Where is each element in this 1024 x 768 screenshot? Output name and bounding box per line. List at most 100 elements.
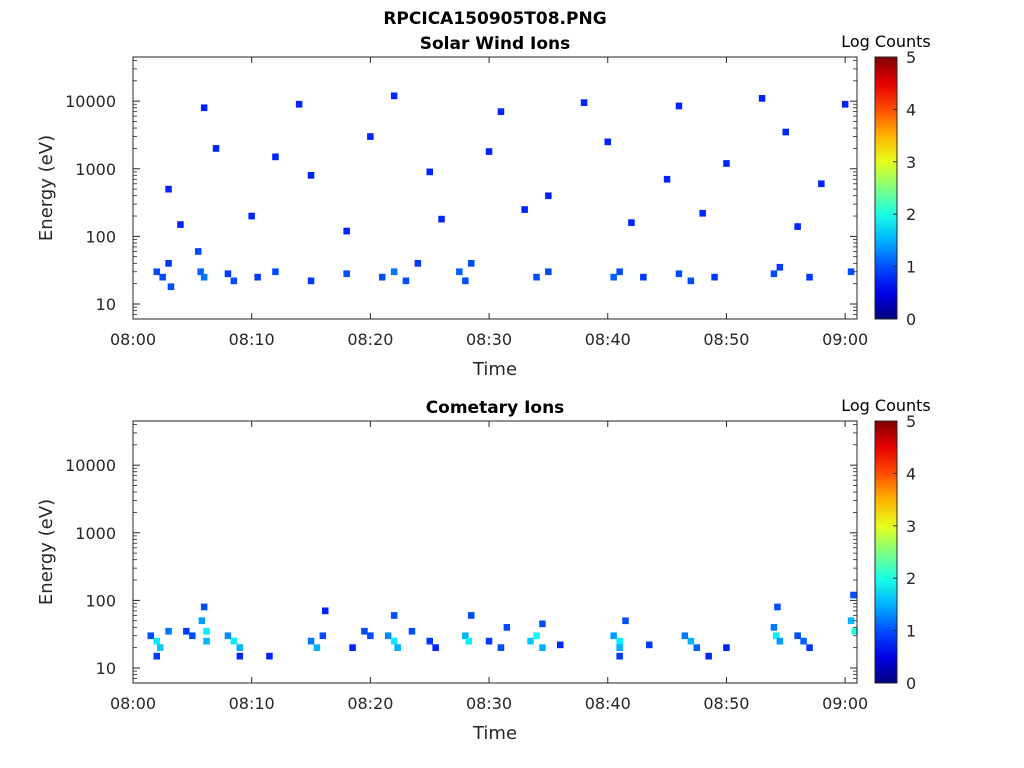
x-tick-label: 08:20	[347, 330, 393, 349]
heatmap-cell	[394, 644, 401, 651]
heatmap-cell	[503, 624, 511, 631]
x-tick-label: 08:40	[585, 330, 631, 349]
heatmap-cell	[663, 175, 671, 183]
heatmap-cell	[465, 637, 473, 645]
heatmap-cell	[426, 168, 433, 176]
colorbar-tick-label: 5	[906, 412, 916, 431]
x-tick-label: 08:50	[703, 694, 749, 713]
heatmap-cell	[307, 277, 315, 285]
heatmap-cell	[224, 270, 232, 278]
heatmap-cell	[165, 627, 172, 635]
plot-area	[133, 421, 857, 683]
y-tick-label: 10	[96, 659, 116, 678]
heatmap-cell	[485, 148, 493, 155]
axes-box	[132, 420, 858, 684]
heatmap-cell	[157, 644, 164, 651]
heatmap-cell	[189, 632, 196, 640]
heatmap-cell	[776, 263, 784, 271]
x-tick-label: 09:00	[822, 330, 868, 349]
heatmap-cell	[307, 637, 315, 645]
heatmap-cell	[776, 637, 784, 645]
heatmap-cell	[408, 627, 416, 635]
heatmap-cell	[343, 270, 350, 278]
heatmap-cell	[468, 260, 475, 267]
x-tick-label: 08:40	[585, 694, 631, 713]
heatmap-cell	[177, 221, 184, 228]
colorbar-tick-label: 3	[906, 153, 916, 172]
plot-area	[133, 57, 857, 319]
heatmap-cell	[806, 644, 813, 651]
colorbar-label: Log Counts	[841, 396, 931, 415]
heatmap-cell	[361, 627, 368, 635]
heatmap-cell	[197, 268, 204, 276]
heatmap-cell	[770, 624, 778, 631]
heatmap-cell	[699, 209, 706, 217]
heatmap-cell	[212, 145, 220, 152]
heatmap-cell	[319, 632, 327, 640]
heatmap-cell	[818, 180, 825, 188]
heatmap-cell	[153, 652, 160, 660]
heatmap-cell	[616, 644, 623, 651]
colorbar-tick-label: 2	[906, 569, 916, 588]
heatmap-cell	[167, 283, 175, 291]
heatmap-cell	[770, 270, 778, 278]
heatmap-cell	[681, 632, 689, 640]
heatmap-cell	[604, 138, 611, 146]
heatmap-cell	[675, 270, 683, 278]
heatmap-cell	[539, 620, 546, 628]
x-axis-label: Time	[472, 359, 517, 380]
x-tick-label: 08:00	[110, 694, 156, 713]
colorbar-tick-label: 0	[906, 674, 916, 693]
colorbar-label: Log Counts	[841, 32, 931, 51]
heatmap-cell	[390, 92, 398, 100]
heatmap-cell	[224, 632, 232, 640]
heatmap-cell	[773, 632, 780, 640]
heatmap-cell	[794, 223, 801, 230]
heatmap-cell	[165, 185, 172, 193]
heatmap-cell	[841, 100, 849, 108]
heatmap-cell	[272, 153, 279, 161]
heatmap-cell	[266, 652, 273, 660]
heatmap-cell	[456, 268, 463, 276]
colorbar-tick-label: 5	[906, 48, 916, 67]
heatmap-cell	[774, 603, 781, 611]
heatmap-cell	[628, 219, 635, 226]
heatmap-cell	[390, 637, 398, 645]
heatmap-cell	[200, 273, 208, 281]
heatmap-cell	[497, 644, 505, 651]
heatmap-cell	[153, 268, 160, 276]
heatmap-cell	[800, 637, 807, 645]
heatmap-cell	[367, 632, 374, 640]
heatmap-cell	[758, 95, 766, 102]
y-tick-label: 100	[85, 591, 116, 610]
heatmap-cell	[322, 607, 329, 615]
colorbar-tick-label: 0	[906, 310, 916, 329]
heatmap-cell	[367, 133, 374, 140]
heatmap-cell	[687, 277, 695, 285]
y-axis-label: Energy (eV)	[36, 135, 57, 241]
heatmap-cell	[850, 591, 857, 599]
axes-box	[132, 56, 858, 320]
heatmap-cell	[272, 268, 279, 276]
heatmap-cell	[545, 268, 552, 276]
x-axis-label: Time	[472, 723, 517, 744]
y-tick-label: 1000	[75, 160, 116, 179]
heatmap-cell	[349, 644, 356, 651]
heatmap-cell	[343, 227, 350, 235]
heatmap-cell	[254, 273, 261, 281]
colorbar-tick-label: 4	[906, 100, 916, 119]
colorbar	[874, 420, 898, 684]
colorbar-tick-label: 4	[906, 464, 916, 483]
x-tick-label: 08:00	[110, 330, 156, 349]
heatmap-cell	[851, 627, 858, 635]
heatmap-cell	[782, 128, 789, 136]
y-tick-label: 100	[85, 227, 116, 246]
heatmap-cell	[485, 637, 493, 645]
heatmap-cell	[521, 206, 528, 213]
heatmap-cell	[640, 273, 647, 281]
panel-1: 08:00 08:10 08:20 08:30 08:40 08:50 09:0010100…	[36, 32, 931, 380]
heatmap-cell	[580, 99, 588, 106]
heatmap-cell	[165, 260, 172, 267]
x-tick-label: 08:30	[466, 694, 512, 713]
